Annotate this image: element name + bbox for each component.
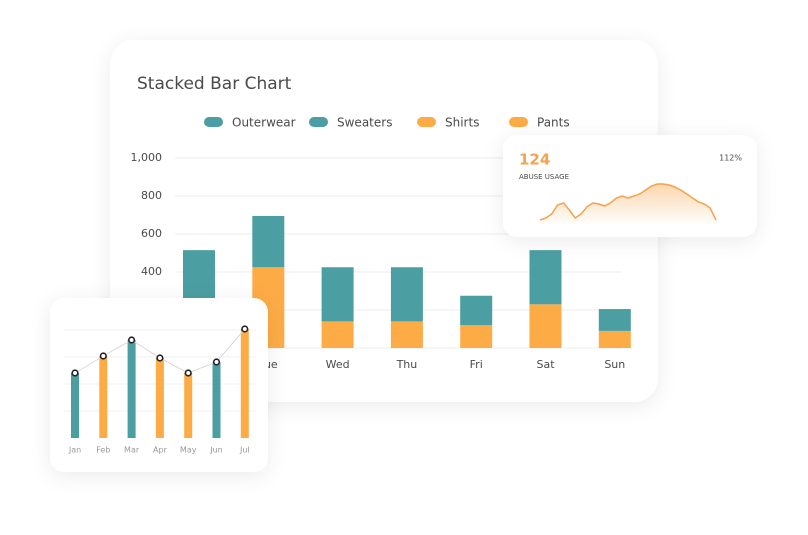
x-tick-label: Sun xyxy=(604,358,625,371)
bar-segment xyxy=(390,267,423,322)
legend-swatch xyxy=(309,117,328,127)
bar xyxy=(240,329,249,438)
x-tick-label: Thu xyxy=(396,358,418,371)
bar xyxy=(155,358,164,438)
point-marker xyxy=(156,354,164,362)
point-marker xyxy=(128,336,136,344)
bar-segment xyxy=(529,250,562,305)
legend-label: Outerwear xyxy=(232,116,296,130)
y-tick-label: 600 xyxy=(141,227,162,240)
metric-value: 124 xyxy=(519,151,550,169)
legend-swatch xyxy=(417,117,436,127)
x-tick-label: Feb xyxy=(96,446,110,455)
x-tick-label: Apr xyxy=(153,446,168,455)
bar-segment xyxy=(183,250,215,305)
bar-segment xyxy=(460,295,493,326)
legend-label: Pants xyxy=(537,116,570,130)
x-tick-label: Jan xyxy=(68,446,81,455)
bar xyxy=(212,362,221,438)
x-tick-label: Mar xyxy=(124,446,140,455)
x-tick-label: Fri xyxy=(470,358,483,371)
point-marker xyxy=(184,369,192,377)
point-marker xyxy=(99,352,107,360)
legend-swatch xyxy=(509,117,528,127)
bar-segment xyxy=(252,215,285,268)
area-line xyxy=(539,183,717,221)
legend-label: Shirts xyxy=(445,116,479,130)
point-marker xyxy=(241,325,249,333)
x-tick-label: Jul xyxy=(239,446,250,455)
bar xyxy=(184,373,193,438)
bar-segment xyxy=(529,304,562,348)
bar xyxy=(99,356,108,438)
y-tick-label: 1,000 xyxy=(131,151,163,164)
bar-segment xyxy=(321,267,354,322)
bar xyxy=(71,373,79,438)
area-fill xyxy=(540,184,716,224)
x-tick-label: Sat xyxy=(536,358,555,371)
chart-title: Stacked Bar Chart xyxy=(137,74,292,94)
bar-segment xyxy=(598,309,631,331)
bar-segment xyxy=(390,321,423,348)
bar-segment xyxy=(321,321,354,348)
monthly-card: Jan Feb Mar Apr May Jun Jul xyxy=(50,298,268,472)
metric-percent: 112% xyxy=(719,154,742,163)
bar-segment xyxy=(460,325,493,348)
metric-label: ABUSE USAGE xyxy=(519,173,569,181)
y-tick-label: 800 xyxy=(141,189,162,202)
legend-label: Sweaters xyxy=(337,116,392,130)
point-marker xyxy=(212,358,221,366)
x-tick-label: May xyxy=(180,446,197,455)
point-marker xyxy=(71,369,79,377)
x-tick-label: Wed xyxy=(326,358,350,371)
usage-card: 124 ABUSE USAGE 112% xyxy=(503,135,757,237)
legend-swatch xyxy=(204,117,223,127)
y-tick-label: 400 xyxy=(141,265,162,278)
bar-segment xyxy=(598,330,631,348)
x-tick-label: Jun xyxy=(209,446,223,455)
bar xyxy=(127,340,136,438)
